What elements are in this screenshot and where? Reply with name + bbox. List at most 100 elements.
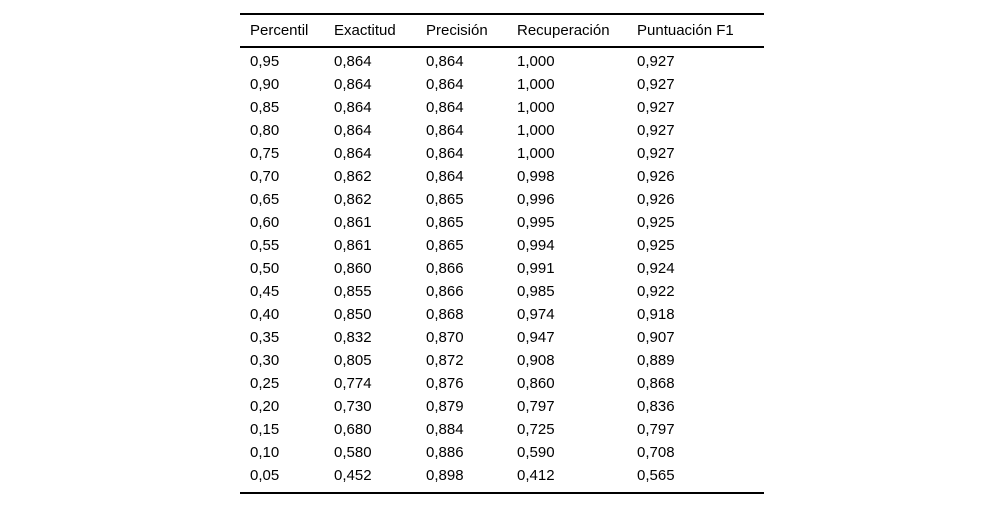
table-cell: 0,40 [250, 306, 280, 323]
table-cell: 0,865 [426, 237, 464, 254]
table-cell: 0,865 [426, 191, 464, 208]
table-cell: 0,864 [426, 53, 464, 70]
column-header: Recuperación [517, 22, 610, 39]
table-cell: 1,000 [517, 122, 555, 139]
metrics-table: Percentil Exactitud Precisión Recuperación P… [240, 13, 764, 494]
table-cell: 1,000 [517, 145, 555, 162]
table-cell: 0,868 [426, 306, 464, 323]
table-row: 0,40 0,850 0,868 0,974 0,918 [240, 303, 764, 326]
table-header-row: Percentil Exactitud Precisión Recuperación P… [240, 14, 764, 47]
table-head: Percentil Exactitud Precisión Recuperación P… [240, 14, 764, 47]
table-cell: 0,65 [250, 191, 280, 208]
table-cell: 0,866 [426, 260, 464, 277]
table-cell: 0,886 [426, 444, 464, 461]
table-cell: 0,708 [637, 444, 675, 461]
table-cell: 0,898 [426, 467, 464, 484]
table-cell: 0,850 [334, 306, 372, 323]
table-cell: 0,927 [637, 53, 675, 70]
table-cell: 0,864 [426, 168, 464, 185]
table-row: 0,15 0,680 0,884 0,725 0,797 [240, 418, 764, 441]
table-cell: 0,872 [426, 352, 464, 369]
table-cell: 0,924 [637, 260, 675, 277]
table-cell: 0,412 [517, 467, 555, 484]
table-cell: 0,565 [637, 467, 675, 484]
table-cell: 0,996 [517, 191, 555, 208]
table-cell: 0,860 [334, 260, 372, 277]
table-cell: 0,998 [517, 168, 555, 185]
table-row: 0,60 0,861 0,865 0,995 0,925 [240, 211, 764, 234]
table-cell: 0,864 [334, 122, 372, 139]
table-row: 0,70 0,862 0,864 0,998 0,926 [240, 165, 764, 188]
table-cell: 0,994 [517, 237, 555, 254]
column-header: Puntuación F1 [637, 22, 734, 39]
table-cell: 0,927 [637, 76, 675, 93]
table-row: 0,25 0,774 0,876 0,860 0,868 [240, 372, 764, 395]
column-header: Precisión [426, 22, 488, 39]
table-cell: 0,70 [250, 168, 280, 185]
table-cell: 0,974 [517, 306, 555, 323]
table-cell: 0,925 [637, 214, 675, 231]
table-cell: 0,864 [426, 99, 464, 116]
table-cell: 1,000 [517, 76, 555, 93]
table-cell: 0,725 [517, 421, 555, 438]
table-row: 0,95 0,864 0,864 1,000 0,927 [240, 47, 764, 73]
table-row: 0,80 0,864 0,864 1,000 0,927 [240, 119, 764, 142]
table-cell: 0,797 [517, 398, 555, 415]
table-cell: 0,926 [637, 168, 675, 185]
table-cell: 0,90 [250, 76, 280, 93]
table-cell: 0,862 [334, 191, 372, 208]
metrics-table-container: Percentil Exactitud Precisión Recuperación P… [240, 13, 764, 494]
table-cell: 0,864 [334, 99, 372, 116]
table-cell: 0,947 [517, 329, 555, 346]
table-row: 0,20 0,730 0,879 0,797 0,836 [240, 395, 764, 418]
table-cell: 0,861 [334, 214, 372, 231]
table-cell: 0,864 [334, 145, 372, 162]
table-cell: 0,864 [334, 76, 372, 93]
table-cell: 0,991 [517, 260, 555, 277]
table-row: 0,30 0,805 0,872 0,908 0,889 [240, 349, 764, 372]
table-row: 0,55 0,861 0,865 0,994 0,925 [240, 234, 764, 257]
table-cell: 0,864 [426, 76, 464, 93]
table-cell: 0,868 [637, 375, 675, 392]
table-cell: 0,832 [334, 329, 372, 346]
table-cell: 1,000 [517, 99, 555, 116]
table-cell: 0,861 [334, 237, 372, 254]
table-row: 0,50 0,860 0,866 0,991 0,924 [240, 257, 764, 280]
table-cell: 0,75 [250, 145, 280, 162]
table-row: 0,35 0,832 0,870 0,947 0,907 [240, 326, 764, 349]
table-cell: 0,30 [250, 352, 280, 369]
table-cell: 0,908 [517, 352, 555, 369]
table-cell: 0,55 [250, 237, 280, 254]
table-cell: 0,889 [637, 352, 675, 369]
table-row: 0,10 0,580 0,886 0,590 0,708 [240, 441, 764, 464]
column-header: Exactitud [334, 22, 396, 39]
table-cell: 0,25 [250, 375, 280, 392]
table-cell: 0,15 [250, 421, 280, 438]
table-cell: 0,730 [334, 398, 372, 415]
table-cell: 0,876 [426, 375, 464, 392]
table-cell: 0,680 [334, 421, 372, 438]
table-cell: 0,95 [250, 53, 280, 70]
table-cell: 0,50 [250, 260, 280, 277]
table-cell: 0,797 [637, 421, 675, 438]
table-cell: 0,10 [250, 444, 280, 461]
table-cell: 0,45 [250, 283, 280, 300]
table-cell: 0,866 [426, 283, 464, 300]
table-cell: 0,925 [637, 237, 675, 254]
table-cell: 1,000 [517, 53, 555, 70]
table-body: 0,95 0,864 0,864 1,000 0,927 0,90 0,864 0,864 1,… [240, 47, 764, 493]
table-cell: 0,927 [637, 99, 675, 116]
table-cell: 0,805 [334, 352, 372, 369]
table-cell: 0,918 [637, 306, 675, 323]
table-cell: 0,836 [637, 398, 675, 415]
table-cell: 0,590 [517, 444, 555, 461]
table-cell: 0,452 [334, 467, 372, 484]
table-cell: 0,985 [517, 283, 555, 300]
table-row: 0,75 0,864 0,864 1,000 0,927 [240, 142, 764, 165]
table-cell: 0,20 [250, 398, 280, 415]
table-cell: 0,870 [426, 329, 464, 346]
table-cell: 0,864 [426, 122, 464, 139]
table-row: 0,85 0,864 0,864 1,000 0,927 [240, 96, 764, 119]
table-cell: 0,580 [334, 444, 372, 461]
table-cell: 0,860 [517, 375, 555, 392]
